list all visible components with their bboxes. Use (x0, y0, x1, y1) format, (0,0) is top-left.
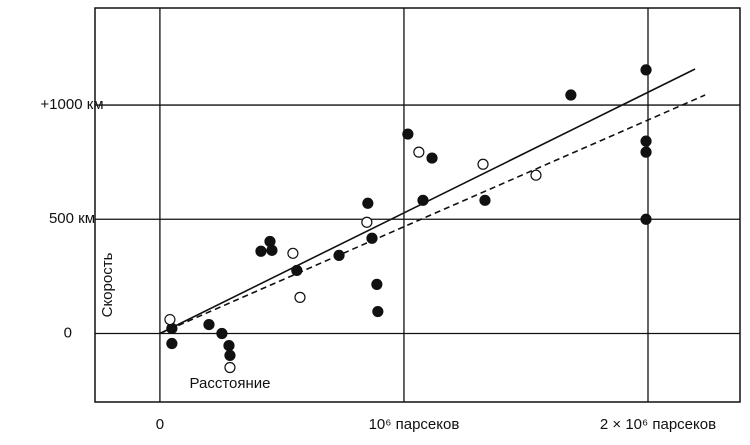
point (530, 169, 542, 181)
point (477, 158, 489, 170)
point (479, 194, 491, 206)
x-tick-label: 0 (156, 416, 164, 433)
y-tick-label: 500 км (49, 210, 95, 227)
point (372, 305, 384, 318)
point (291, 264, 303, 277)
point (417, 194, 429, 206)
y-tick-label: 0 (64, 324, 72, 341)
point (426, 152, 438, 164)
point (266, 244, 278, 256)
point (264, 235, 276, 248)
point (361, 216, 373, 228)
point (333, 249, 345, 261)
x-tick-label: 2 × 10⁶ парсеков (600, 416, 716, 433)
point (640, 213, 652, 225)
point (287, 247, 299, 259)
y-tick-label: +1000 км (40, 96, 103, 113)
fit-line (159, 94, 706, 335)
point (224, 349, 236, 362)
plot-frame (94, 7, 741, 403)
point (640, 64, 652, 76)
point (362, 197, 374, 209)
y-axis-label: Скорость (99, 252, 116, 317)
point (166, 337, 178, 350)
point (640, 146, 652, 158)
point (224, 361, 236, 374)
point (366, 232, 378, 244)
point (371, 278, 383, 290)
point (413, 146, 425, 158)
point (166, 322, 178, 335)
point (565, 89, 577, 101)
x-axis-label: Расстояние (189, 375, 270, 392)
point (402, 128, 414, 140)
point (294, 291, 306, 303)
point (223, 339, 235, 352)
point (164, 313, 176, 326)
point (255, 245, 267, 257)
point (640, 135, 652, 147)
point (216, 327, 228, 340)
x-tick-label: 10⁶ парсеков (369, 416, 460, 433)
point (203, 318, 215, 331)
